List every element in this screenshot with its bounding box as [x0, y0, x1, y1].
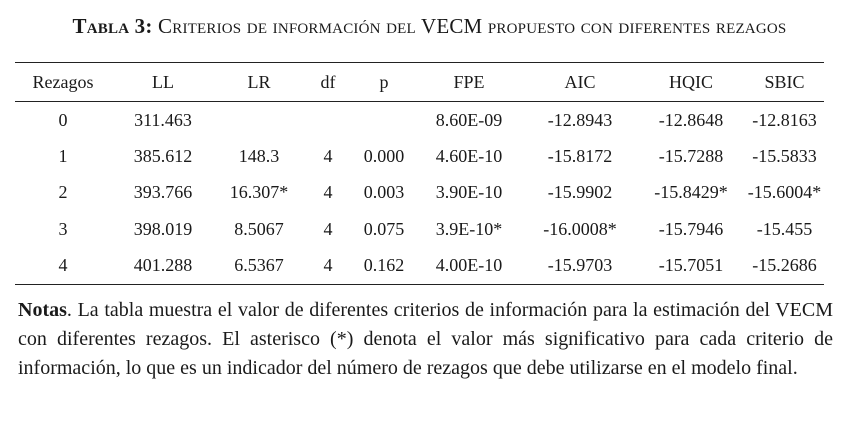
table-cell: -15.6004*: [747, 182, 822, 203]
table-cell: -16.0008*: [543, 218, 617, 239]
table-cell: 4.00E-10: [435, 255, 503, 276]
column-header: AIC: [564, 71, 596, 92]
table-cell: -15.9703: [547, 255, 613, 276]
table-cell: 4: [323, 255, 333, 276]
column-header: SBIC: [764, 71, 805, 92]
table-row: 4 401.288 6.5367 4 0.162 4.00E-10 -15.97…: [15, 248, 824, 284]
table-cell: 0.075: [363, 218, 405, 239]
table-cell: -15.7051: [658, 255, 724, 276]
table-cell: 6.5367: [234, 255, 284, 276]
column-header: HQIC: [669, 71, 713, 92]
table-cell: 4: [58, 255, 68, 276]
column-header: LR: [247, 71, 271, 92]
column-header: df: [320, 71, 336, 92]
table-cell: -15.7946: [658, 218, 724, 239]
table-top-rule: [15, 62, 824, 63]
table-cell: -15.455: [756, 218, 813, 239]
table-cell: 311.463: [134, 109, 192, 130]
table-cell: 0.000: [363, 146, 405, 167]
table-cell: 0: [58, 109, 68, 130]
table-cell: 3: [58, 218, 68, 239]
table-cell: 4: [323, 218, 333, 239]
column-header: LL: [152, 71, 174, 92]
column-header: FPE: [453, 71, 485, 92]
table-cell: -15.7288: [658, 146, 724, 167]
table-caption: Tabla 3: Criterios de información del VE…: [0, 14, 859, 39]
table-cell: 3.90E-10: [435, 182, 503, 203]
table-notes: Notas. La tabla muestra el valor de dife…: [18, 296, 833, 383]
table-header-row: Rezagos LL LR df p FPE AIC HQIC SBIC: [15, 64, 824, 100]
table-cell: 393.766: [133, 182, 193, 203]
table-cell: 0.003: [363, 182, 405, 203]
table-cell: -15.8429*: [654, 182, 728, 203]
table-cell: -15.8172: [547, 146, 613, 167]
table-cell: [215, 100, 303, 138]
column-header: p: [379, 71, 389, 92]
table-cell: 16.307*: [229, 182, 289, 203]
table-cell: [353, 100, 415, 138]
criteria-table: Rezagos LL LR df p FPE AIC HQIC SBIC 0 3…: [15, 64, 824, 284]
table-row: 0 311.463 8.60E-09 -12.8943 -12.8648 -12…: [15, 100, 824, 138]
table-cell: -15.2686: [752, 255, 817, 276]
table-cell: 148.3: [238, 146, 280, 167]
column-header: Rezagos: [32, 71, 94, 92]
table-cell: -15.5833: [752, 146, 817, 167]
table-cell: 4: [323, 182, 333, 203]
table-cell: -15.9902: [547, 182, 613, 203]
table-cell: 401.288: [133, 255, 193, 276]
table-cell: 8.5067: [234, 218, 284, 239]
table-cell: 4.60E-10: [435, 146, 503, 167]
notes-lead: Notas: [18, 299, 67, 321]
table-cell: 0.162: [363, 255, 405, 276]
table-cell: 398.019: [133, 218, 193, 239]
table-cell: 4: [323, 146, 333, 167]
table-caption-label: Tabla 3:: [72, 14, 153, 38]
table-cell: 3.9E-10*: [435, 218, 503, 239]
table-header-rule: [15, 101, 824, 102]
table-bottom-rule: [15, 284, 824, 285]
table-row: 1 385.612 148.3 4 0.000 4.60E-10 -15.817…: [15, 138, 824, 174]
table-caption-title: Criterios de información del VECM propue…: [158, 14, 787, 38]
table-row: 3 398.019 8.5067 4 0.075 3.9E-10* -16.00…: [15, 211, 824, 247]
table-row: 2 393.766 16.307* 4 0.003 3.90E-10 -15.9…: [15, 175, 824, 211]
table-cell: [303, 100, 353, 138]
notes-body: . La tabla muestra el valor de diferente…: [18, 299, 833, 379]
table-cell: 385.612: [133, 146, 193, 167]
table-cell: 1: [58, 146, 68, 167]
table-cell: 8.60E-09: [435, 109, 503, 130]
table-cell: 2: [58, 182, 68, 203]
table-cell: -12.8163: [752, 109, 817, 130]
table-cell: -12.8943: [547, 109, 613, 130]
table-cell: -12.8648: [658, 109, 724, 130]
